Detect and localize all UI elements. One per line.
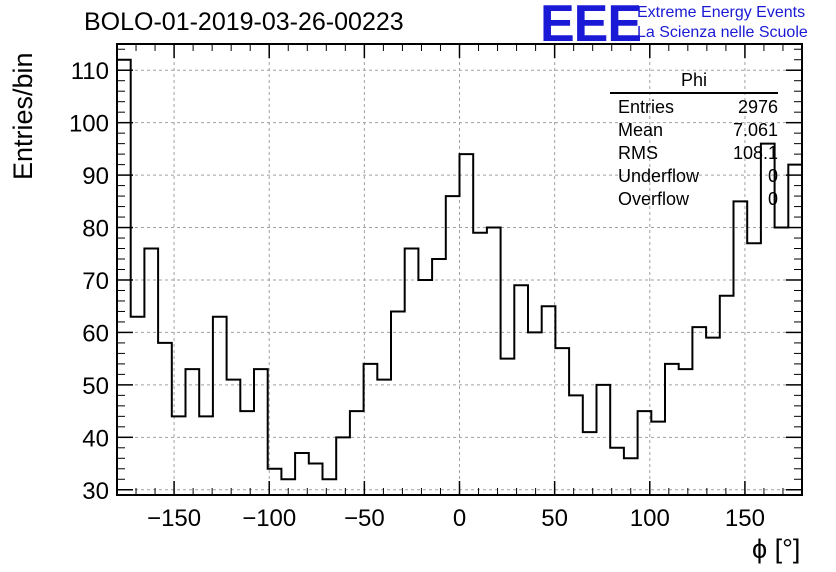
histogram-bin — [199, 416, 213, 495]
histogram-bin — [514, 285, 528, 495]
histogram-bin — [692, 327, 706, 495]
histogram-bin — [117, 60, 131, 495]
histogram-bin — [734, 201, 748, 495]
plot-frame — [116, 43, 803, 496]
stats-row-mean: Mean 7.061 — [610, 119, 778, 142]
histogram-bin — [158, 343, 172, 495]
histogram-bin — [665, 364, 679, 495]
stats-value: 2976 — [737, 97, 778, 117]
stats-value: 7.061 — [732, 120, 778, 140]
histogram-bin — [144, 249, 158, 495]
stats-label: Mean — [618, 120, 664, 140]
histogram-bin — [679, 369, 693, 495]
histogram-bin — [583, 432, 597, 495]
y-tick-label: 80 — [82, 216, 109, 243]
histogram-bin — [418, 280, 432, 495]
y-tick-label: 50 — [82, 373, 109, 400]
histogram-bin — [473, 233, 487, 495]
histogram-bin — [391, 311, 405, 495]
stats-row-underflow: Underflow 0 — [610, 165, 778, 188]
x-tick-label: 50 — [541, 505, 568, 532]
brand-line-2: La Scienza nelle Scuole — [637, 24, 808, 41]
histogram-bin — [213, 317, 227, 495]
histogram-bin — [323, 479, 337, 495]
y-tick-label: 70 — [82, 268, 109, 295]
histogram-bin — [460, 154, 474, 495]
stats-label: Underflow — [618, 166, 700, 186]
histogram-bin — [240, 411, 254, 495]
stats-box-title: Phi — [610, 70, 778, 94]
stats-row-overflow: Overflow 0 — [610, 188, 778, 211]
histogram-bin — [775, 228, 789, 495]
stats-label: Overflow — [618, 189, 690, 209]
chart-title: BOLO-01-2019-03-26-00223 — [84, 8, 404, 36]
y-axis-label: Entries/bin — [8, 52, 38, 180]
histogram-bin — [350, 411, 364, 495]
histogram-bin — [597, 385, 611, 495]
tick-labels: −150 −100 −50 0 50 100 150 30 40 50 60 70 80 90 100 110 — [69, 58, 765, 532]
histogram-bin — [295, 453, 309, 495]
grid-lines — [117, 44, 802, 495]
y-tick-label: 90 — [82, 163, 109, 190]
y-tick-label: 110 — [71, 58, 109, 85]
stats-label: Entries — [618, 97, 675, 117]
x-tick-label: −50 — [344, 505, 385, 532]
histogram-bin — [405, 249, 419, 495]
x-axis-label: ϕ [°] — [752, 534, 801, 564]
histogram-outline — [116, 58, 803, 495]
histogram-bin — [131, 317, 145, 495]
histogram-bin — [186, 369, 200, 495]
y-tick-label: 30 — [82, 478, 109, 505]
y-tick-label: 60 — [82, 320, 109, 347]
histogram-bin — [432, 259, 446, 495]
histogram-bin — [501, 359, 515, 495]
histogram-bin — [446, 196, 460, 495]
histogram-bin — [309, 464, 323, 495]
stats-value: 0 — [767, 166, 778, 186]
histogram-bin — [555, 348, 569, 495]
eee-logo: EEE — [540, 0, 642, 53]
histogram-bin — [336, 437, 350, 495]
stats-row-entries: Entries 2976 — [610, 96, 778, 119]
histogram-bin — [706, 338, 720, 495]
histogram-bin — [487, 228, 501, 495]
stats-row-rms: RMS 108.1 — [610, 142, 778, 165]
histogram-bin — [651, 422, 665, 495]
brand-line-1: Extreme Energy Events — [637, 4, 806, 21]
stats-value: 108.1 — [732, 143, 778, 163]
y-tick-label: 100 — [69, 111, 109, 138]
x-tick-label: −150 — [147, 505, 201, 532]
stats-box: Phi Entries 2976 Mean 7.061 RMS 108.1 Un… — [610, 70, 778, 211]
histogram-bin — [254, 369, 268, 495]
histogram-bin — [364, 364, 378, 495]
stats-value: 0 — [767, 189, 778, 209]
histogram-bin — [747, 243, 761, 495]
stats-label: RMS — [618, 143, 658, 163]
histogram-bin — [610, 448, 624, 495]
x-tick-label: 150 — [725, 505, 765, 532]
axis-ticks — [117, 44, 802, 495]
y-tick-label: 40 — [82, 425, 109, 452]
histogram-bin — [720, 296, 734, 495]
histogram-bin — [542, 306, 556, 495]
histogram-bin — [788, 165, 802, 495]
x-tick-label: 0 — [453, 505, 466, 532]
x-tick-label: −100 — [242, 505, 296, 532]
histogram-bin — [569, 395, 583, 495]
histogram-bin — [528, 332, 542, 495]
x-tick-label: 100 — [630, 505, 670, 532]
